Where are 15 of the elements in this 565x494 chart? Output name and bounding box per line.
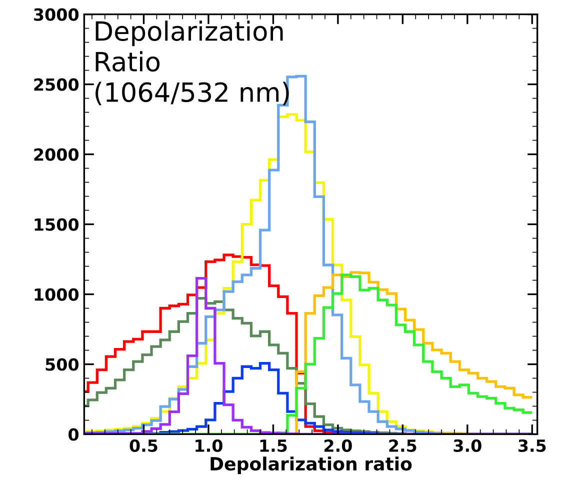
y-tick-label: 2500 [34,78,79,91]
y-tick-label: 1500 [34,218,79,231]
y-tick-label: 3000 [34,8,79,21]
x-tick-label: 2.5 [389,439,416,452]
x-axis-title: Depolarization ratio [210,456,412,474]
y-tick-label: 500 [46,358,79,371]
y-tick-label: 0 [68,428,79,441]
x-tick-label: 1.5 [260,440,287,452]
x-tick-label: 2.0 [324,439,352,452]
x-tick-label: 1.0 [196,439,222,452]
y-tick-label: 1000 [34,288,79,301]
x-tick-label: 3.5 [518,439,546,452]
x-tick-label: 0.5 [130,439,158,452]
x-tick-label: 3.0 [454,439,482,452]
y-tick-label: 2000 [34,148,79,161]
